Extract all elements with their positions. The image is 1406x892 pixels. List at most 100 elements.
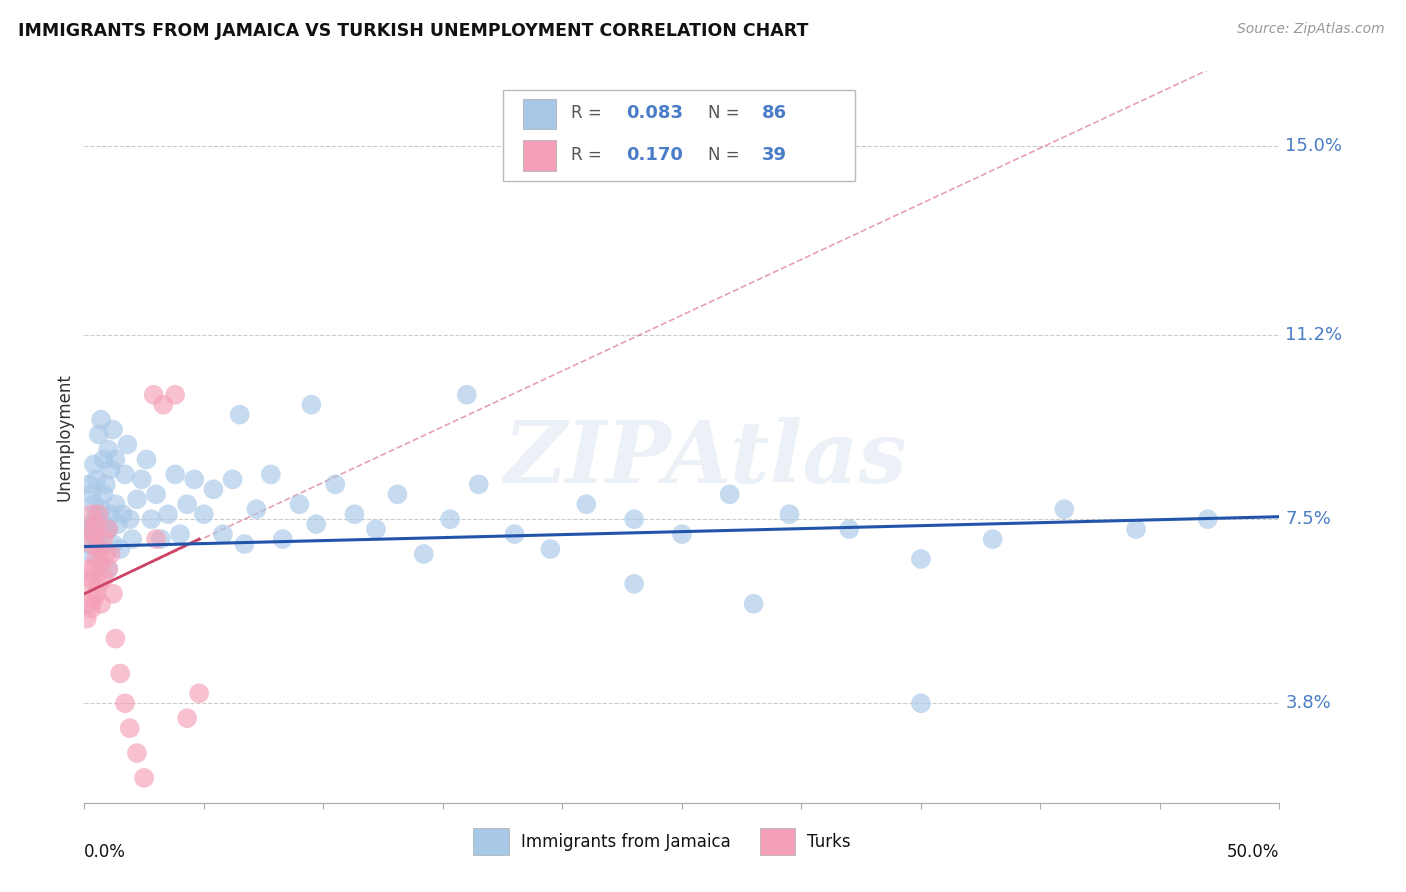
Point (125, 746, 148, 760)
Point (221, 472, 243, 486)
Point (1197, 512, 1219, 526)
Point (77, 562, 100, 576)
Text: N =: N = (709, 104, 745, 122)
Text: Turks: Turks (807, 832, 851, 851)
Point (233, 537, 256, 551)
Point (325, 477, 347, 491)
Point (101, 537, 124, 551)
Point (93, 532, 115, 546)
Text: 7.5%: 7.5% (1285, 510, 1331, 528)
Point (104, 632, 127, 646)
Point (110, 666, 132, 681)
Point (83, 497, 105, 511)
Text: Immigrants from Jamaica: Immigrants from Jamaica (520, 832, 730, 851)
Point (100, 507, 122, 521)
Point (86, 507, 108, 521)
Point (110, 542, 132, 557)
Point (100, 547, 122, 561)
Point (100, 462, 122, 476)
Point (364, 522, 387, 536)
Point (117, 437, 139, 451)
Text: Source: ZipAtlas.com: Source: ZipAtlas.com (1237, 22, 1385, 37)
Point (176, 711, 198, 725)
Point (343, 507, 366, 521)
Point (87, 577, 110, 591)
Point (145, 487, 167, 501)
Point (83, 527, 105, 541)
Point (101, 587, 124, 601)
Point (145, 532, 167, 546)
Point (94, 522, 117, 536)
Point (97, 522, 120, 536)
Point (301, 398, 323, 412)
Point (193, 507, 215, 521)
Point (288, 497, 311, 511)
Point (157, 507, 180, 521)
Point (271, 532, 294, 546)
Point (125, 492, 148, 507)
Point (671, 527, 693, 541)
Point (623, 512, 645, 526)
Point (165, 467, 187, 482)
Point (87, 512, 110, 526)
Point (188, 686, 211, 700)
Point (169, 527, 191, 541)
Point (202, 483, 225, 497)
Point (90, 557, 112, 571)
Point (114, 696, 136, 710)
Point (76, 577, 98, 591)
Text: 39: 39 (762, 145, 787, 164)
Point (176, 497, 198, 511)
Point (1125, 522, 1147, 536)
Point (80, 601, 103, 615)
Point (503, 527, 526, 541)
Text: N =: N = (709, 145, 745, 164)
Point (83, 527, 105, 541)
Text: 11.2%: 11.2% (1285, 326, 1343, 344)
Y-axis label: Unemployment: Unemployment (55, 373, 73, 501)
FancyBboxPatch shape (472, 828, 509, 855)
Point (90, 502, 112, 516)
Point (981, 532, 1004, 546)
FancyBboxPatch shape (523, 99, 557, 129)
Point (439, 512, 461, 526)
Text: 50.0%: 50.0% (1227, 843, 1279, 861)
Point (86, 552, 108, 566)
Text: R =: R = (571, 145, 607, 164)
Point (90, 412, 112, 426)
Point (104, 452, 127, 467)
Point (131, 472, 153, 486)
Point (77, 477, 100, 491)
Text: 3.8%: 3.8% (1285, 694, 1331, 713)
Point (77, 522, 100, 536)
Text: 15.0%: 15.0% (1285, 137, 1343, 155)
Point (76, 522, 98, 536)
Point (80, 507, 103, 521)
Point (135, 452, 157, 467)
Point (456, 388, 478, 402)
Point (104, 497, 127, 511)
Point (80, 487, 103, 501)
Point (93, 572, 115, 586)
Text: 0.0%: 0.0% (84, 843, 127, 861)
Point (107, 517, 129, 532)
Point (77, 597, 100, 611)
Point (1053, 502, 1076, 516)
Point (742, 597, 765, 611)
Point (87, 427, 110, 442)
Point (412, 547, 434, 561)
Point (118, 512, 141, 526)
Point (245, 502, 267, 516)
FancyBboxPatch shape (523, 140, 557, 170)
Point (165, 388, 187, 402)
Point (183, 472, 205, 486)
Point (540, 542, 562, 557)
Point (779, 507, 801, 521)
Point (80, 547, 103, 561)
Point (838, 522, 860, 536)
Point (87, 507, 110, 521)
Point (86, 537, 108, 551)
Point (718, 487, 741, 501)
Point (87, 542, 110, 557)
Text: 0.083: 0.083 (626, 104, 683, 122)
